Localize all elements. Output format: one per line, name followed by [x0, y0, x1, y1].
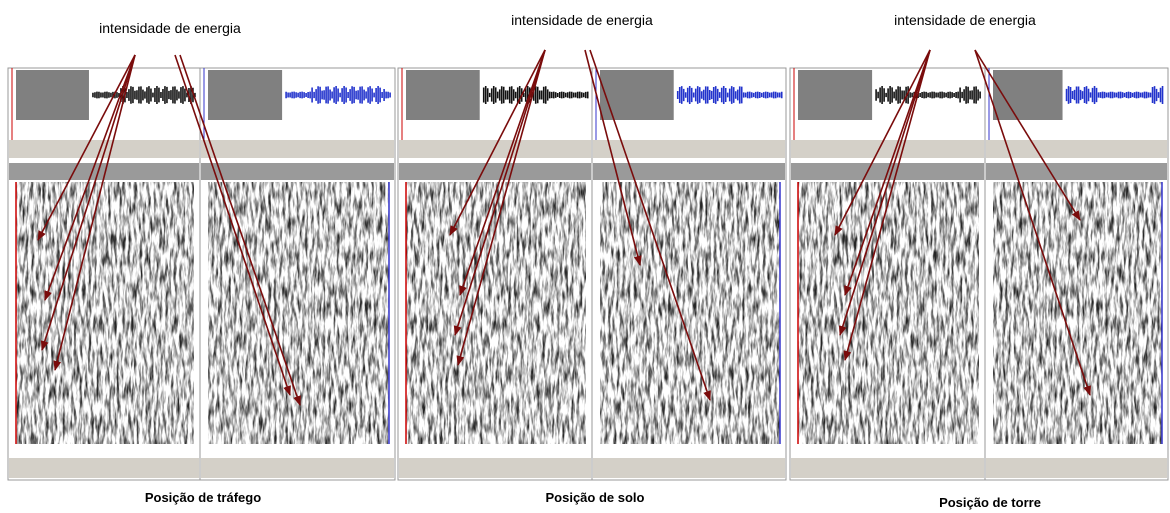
status-bar: [986, 458, 1167, 478]
annotation: intensidade de energia: [511, 12, 653, 28]
spectrogram: [798, 182, 979, 444]
waveform-selection: [798, 70, 872, 120]
status-bar: [201, 458, 394, 478]
spectrogram: [208, 182, 389, 444]
status-bar: [593, 458, 785, 478]
status-bar: [791, 140, 984, 158]
waveform-selection: [16, 70, 89, 120]
annotation: intensidade de energia: [894, 12, 1036, 28]
spectrogram: [406, 182, 586, 444]
spectrogram: [993, 182, 1162, 444]
status-bar: [9, 458, 199, 478]
status-bar: [791, 458, 984, 478]
caption: Posição de solo: [546, 490, 645, 505]
toolbar: [593, 163, 785, 180]
waveform-selection: [406, 70, 480, 120]
waveform-selection: [208, 70, 282, 120]
annotation: intensidade de energia: [99, 20, 241, 36]
caption: Posição de tráfego: [145, 490, 261, 505]
caption: Posição de torre: [939, 495, 1041, 510]
toolbar: [399, 163, 591, 180]
figure: intensidade de energia intensidade de en…: [0, 0, 1170, 513]
screenshots: [8, 68, 1168, 480]
spectrogram: [600, 182, 780, 444]
status-bar: [399, 458, 591, 478]
toolbar: [201, 163, 394, 180]
status-bar: [986, 140, 1167, 158]
spectrogram: [16, 182, 194, 444]
status-bar: [201, 140, 394, 158]
